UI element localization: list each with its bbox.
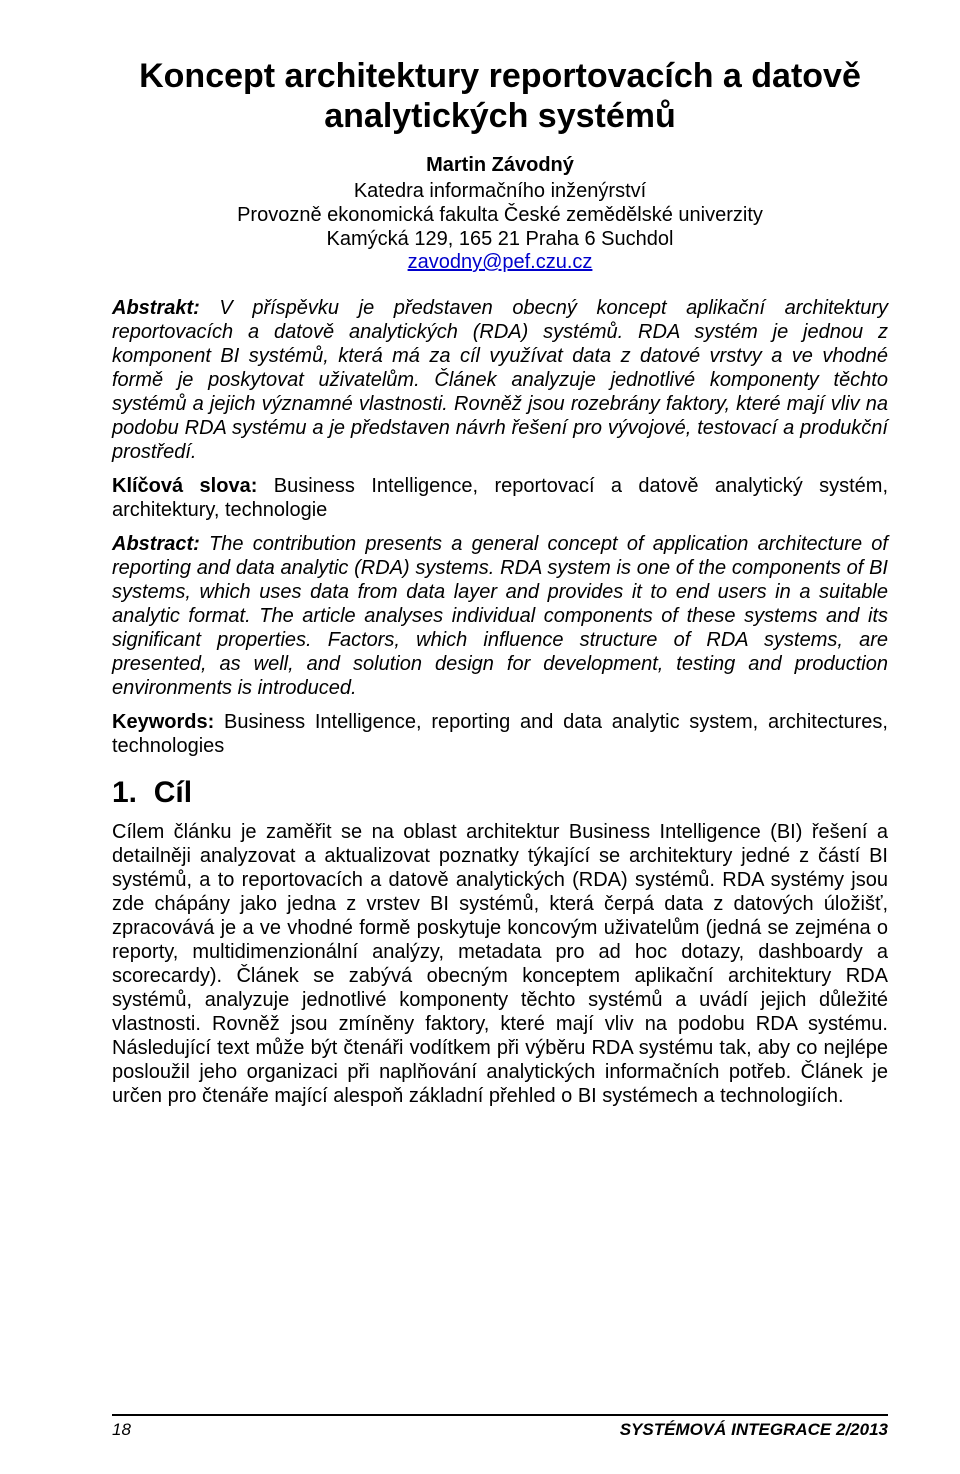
footer-rule xyxy=(112,1414,888,1416)
abstrakt-cs: Abstrakt: V příspěvku je představen obec… xyxy=(112,296,888,464)
affiliation-line-3: Kamýcká 129, 165 21 Praha 6 Suchdol xyxy=(112,227,888,251)
affiliation-line-1: Katedra informačního inženýrství xyxy=(112,179,888,203)
affiliation-line-2: Provozně ekonomická fakulta České zemědě… xyxy=(112,203,888,227)
page: Koncept architektury reportovacích a dat… xyxy=(0,0,960,1474)
title-line-1: Koncept architektury reportovacích a dat… xyxy=(139,57,861,95)
title-line-2: analytických systémů xyxy=(324,97,676,135)
section-number: 1. xyxy=(112,776,137,809)
author-email: zavodny@pef.czu.cz xyxy=(112,251,888,274)
journal-title: SYSTÉMOVÁ INTEGRACE 2/2013 xyxy=(620,1420,888,1440)
keywords-en: Keywords: Business Intelligence, reporti… xyxy=(112,710,888,758)
author-name: Martin Závodný xyxy=(112,154,888,177)
klicova-label: Klíčová slova: xyxy=(112,475,257,497)
klicova-slova: Klíčová slova: Business Intelligence, re… xyxy=(112,474,888,522)
keywords-body: Business Intelligence, reporting and dat… xyxy=(112,711,888,757)
abstrakt-body: V příspěvku je představen obecný koncept… xyxy=(112,297,888,463)
footer-row: 18 SYSTÉMOVÁ INTEGRACE 2/2013 xyxy=(112,1420,888,1440)
section-heading: 1. Cíl xyxy=(112,776,888,810)
abstract-en: Abstract: The contribution presents a ge… xyxy=(112,532,888,700)
email-link[interactable]: zavodny@pef.czu.cz xyxy=(408,251,593,273)
keywords-label: Keywords: xyxy=(112,711,214,733)
page-number: 18 xyxy=(112,1420,131,1440)
abstract-body: The contribution presents a general conc… xyxy=(112,533,888,699)
cil-body: Cílem článku je zaměřit se na oblast arc… xyxy=(112,820,888,1108)
page-footer: 18 SYSTÉMOVÁ INTEGRACE 2/2013 xyxy=(112,1414,888,1440)
abstract-label: Abstract: xyxy=(112,533,200,555)
abstrakt-label: Abstrakt: xyxy=(112,297,200,319)
document-title: Koncept architektury reportovacích a dat… xyxy=(112,56,888,136)
section-title: Cíl xyxy=(154,776,192,809)
